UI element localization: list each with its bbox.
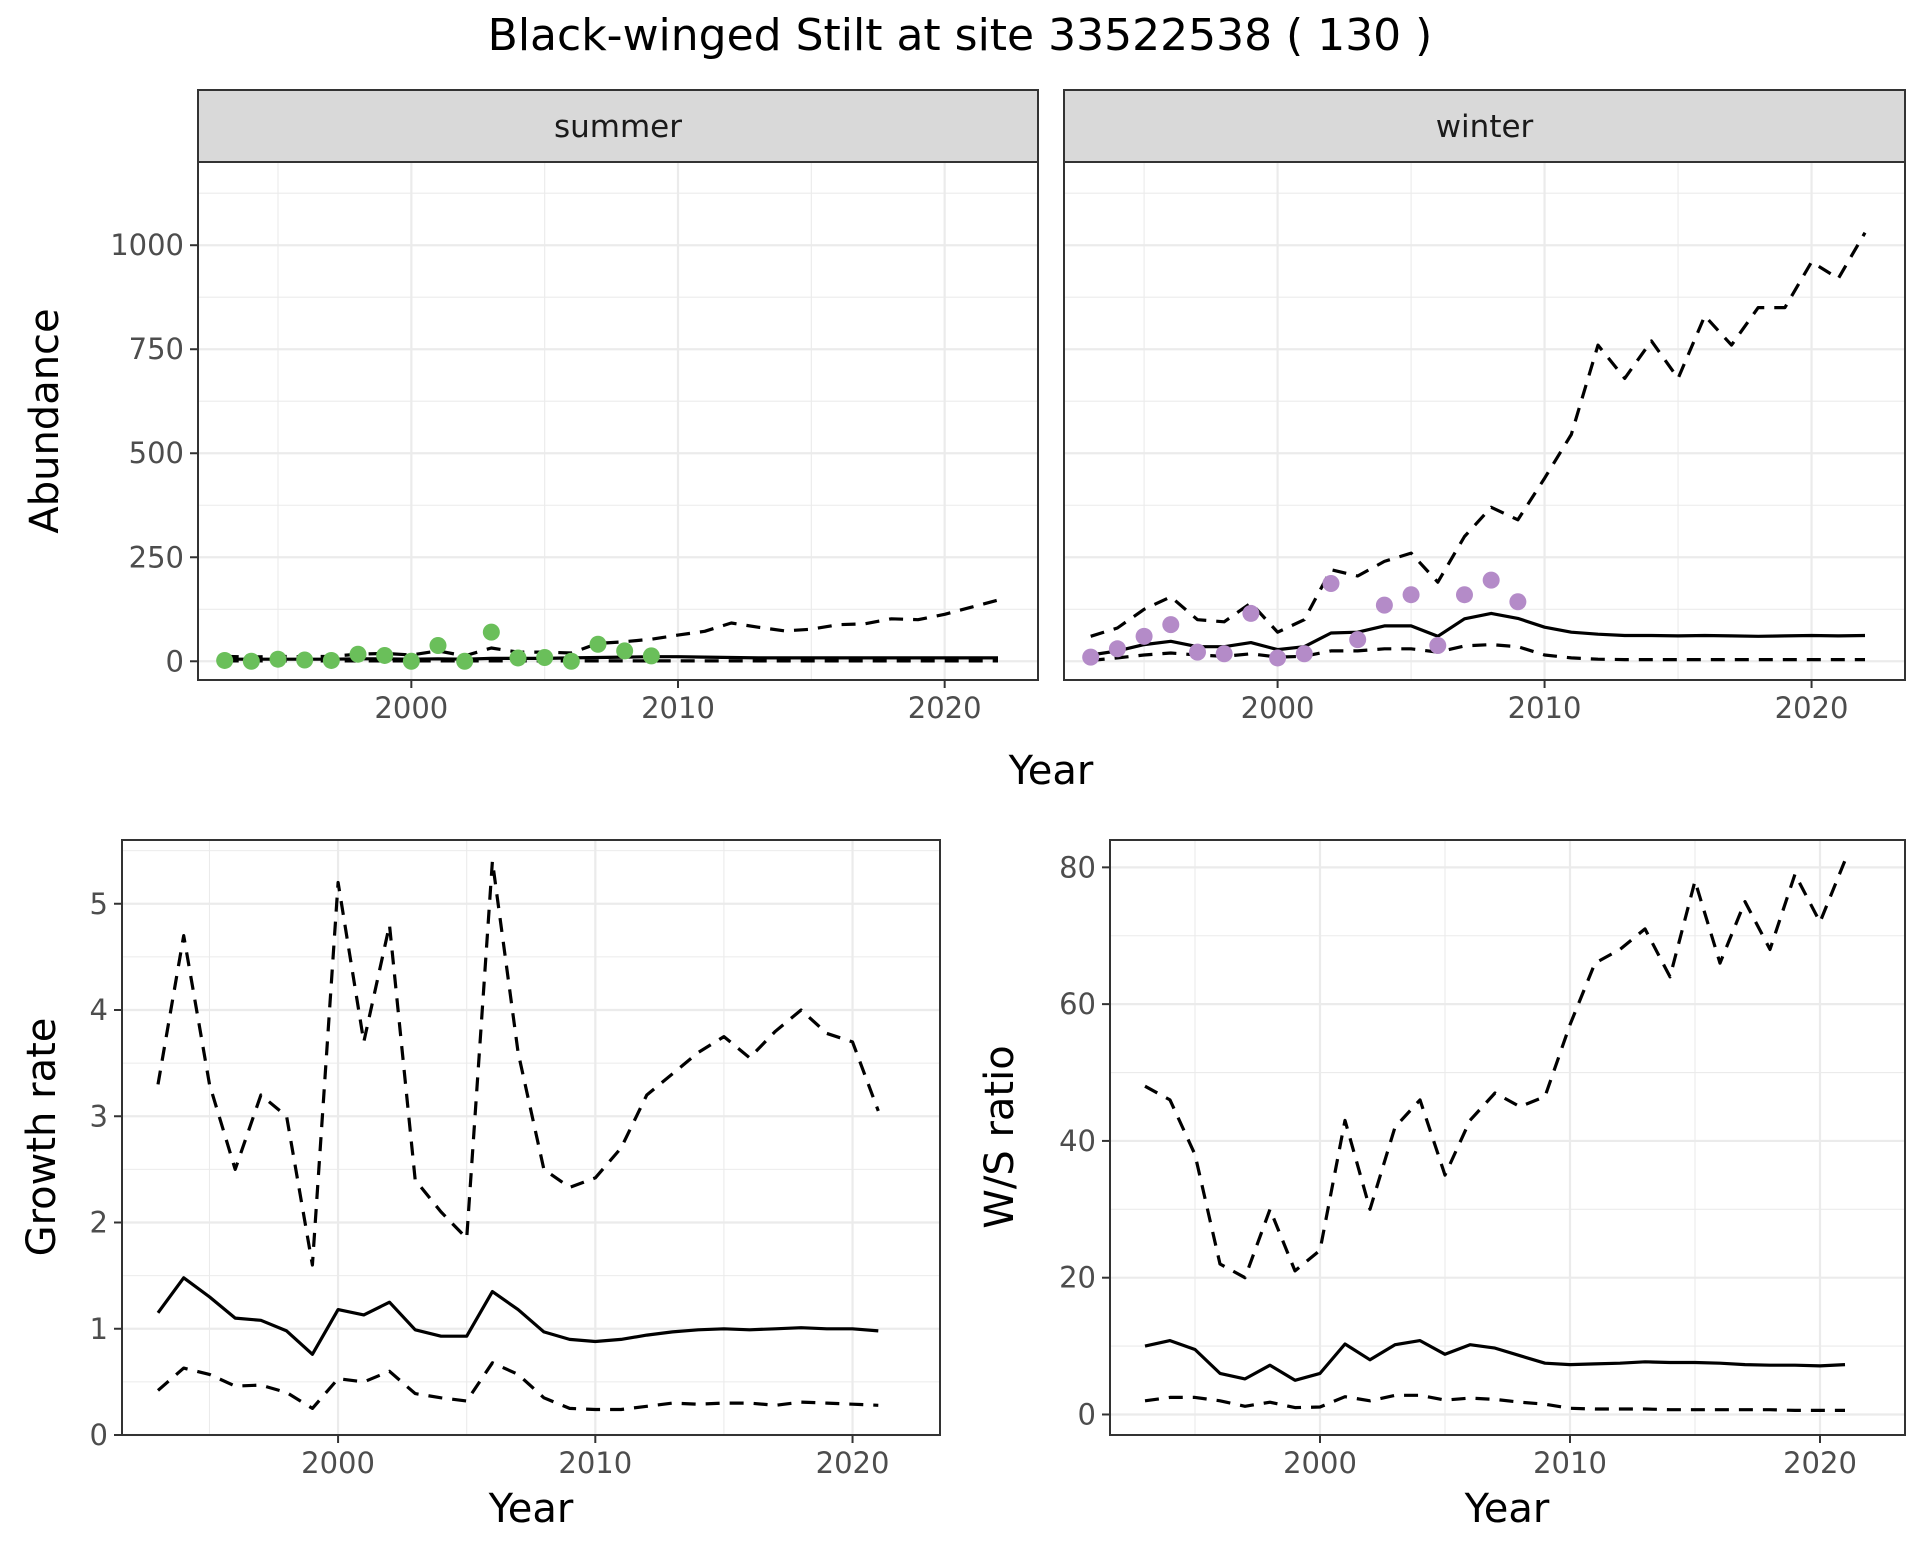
y-axis-title: Growth rate <box>19 1018 65 1257</box>
data-point <box>509 649 527 667</box>
x-tick-label: 2010 <box>1508 691 1582 725</box>
data-point <box>1215 645 1233 663</box>
data-point <box>349 645 367 663</box>
series-line-dashed-2 <box>1144 1393 1845 1413</box>
data-point <box>1108 640 1126 658</box>
x-tick-label: 2010 <box>641 691 715 725</box>
data-point <box>269 650 287 668</box>
data-point <box>1242 604 1260 622</box>
y-tick-label: 5 <box>90 887 108 921</box>
plot-background <box>198 162 1038 680</box>
data-point <box>429 636 447 654</box>
data-point <box>1375 596 1393 614</box>
plot-background <box>1064 162 1905 680</box>
y-tick-label: 2 <box>90 1206 108 1240</box>
panel-abundance-summer: summer 2000 2010 2020 0 250 500 750 1000 Abundanc… <box>22 89 1039 725</box>
x-tick-label: 2020 <box>816 1446 890 1480</box>
series-line-dashed-1 <box>156 859 880 1267</box>
facet-strip-label: summer <box>554 109 682 145</box>
y-tick-label: 0 <box>1078 1397 1096 1431</box>
facet-strip <box>197 89 1039 163</box>
y-tick-label: 250 <box>129 540 184 574</box>
series-line-solid-0 <box>1144 1338 1846 1382</box>
data-point <box>642 647 660 665</box>
data-point <box>616 642 634 660</box>
y-tick-label: 3 <box>90 1099 108 1133</box>
data-point <box>1455 586 1473 604</box>
series-line-solid-0 <box>156 1276 879 1356</box>
x-tick-label: 2010 <box>558 1446 632 1480</box>
y-axis-title: W/S ratio <box>977 1045 1023 1228</box>
y-tick-label: 40 <box>1059 1124 1096 1158</box>
y-tick-label: 60 <box>1059 987 1096 1021</box>
data-point <box>1402 586 1420 604</box>
x-axis-title-shared: Year <box>1008 748 1094 794</box>
series-line-dashed-1 <box>1090 231 1867 638</box>
data-point <box>296 651 314 669</box>
data-point <box>456 652 474 670</box>
y-tick-label: 1000 <box>110 228 184 262</box>
y-tick-label: 20 <box>1059 1261 1096 1295</box>
data-point <box>376 646 394 664</box>
plot-background <box>1110 840 1905 1435</box>
x-tick-label: 2020 <box>1775 691 1849 725</box>
data-point <box>1082 648 1100 666</box>
series-line-dashed-1 <box>1144 859 1847 1280</box>
data-point <box>242 652 260 670</box>
x-axis-title: Year <box>1464 1486 1550 1532</box>
y-tick-label: 80 <box>1059 850 1096 884</box>
y-tick-label: 500 <box>129 436 184 470</box>
data-point <box>589 635 607 653</box>
data-point <box>1482 571 1500 589</box>
data-point <box>402 652 420 670</box>
x-tick-label: 2020 <box>908 691 982 725</box>
panel-border <box>121 839 941 1436</box>
data-point <box>1135 627 1153 645</box>
data-point <box>1509 593 1527 611</box>
y-axis-title: Abundance <box>22 308 68 533</box>
panel-abundance-winter: winter 2000 2010 2020 <box>1063 89 1906 725</box>
x-tick-label: 2000 <box>301 1446 375 1480</box>
data-point <box>1429 636 1447 654</box>
data-point <box>1295 645 1313 663</box>
plot-background <box>122 840 940 1435</box>
chart-title: Black-winged Stilt at site 33522538 ( 13… <box>488 10 1433 61</box>
data-point <box>322 651 340 669</box>
data-point <box>482 623 500 641</box>
panel-ws-ratio: 2000 2010 2020 0 20 40 60 80 W/S ratio Year <box>977 839 1906 1532</box>
y-tick-label: 0 <box>166 644 184 678</box>
y-tick-label: 0 <box>90 1418 108 1452</box>
data-point <box>216 651 234 669</box>
y-tick-label: 750 <box>129 332 184 366</box>
data-point <box>562 652 580 670</box>
x-tick-label: 2010 <box>1533 1446 1607 1480</box>
y-tick-label: 4 <box>90 993 108 1027</box>
data-point <box>1188 643 1206 661</box>
data-point <box>1349 631 1367 649</box>
data-point <box>1269 649 1287 667</box>
x-tick-label: 2000 <box>374 691 448 725</box>
x-tick-label: 2000 <box>1283 1446 1357 1480</box>
data-point <box>1162 616 1180 634</box>
x-tick-label: 2020 <box>1783 1446 1857 1480</box>
data-point <box>536 649 554 667</box>
facet-strip <box>1063 89 1906 163</box>
y-tick-label: 1 <box>90 1312 108 1346</box>
x-axis-title: Year <box>488 1486 574 1532</box>
panel-border <box>1109 839 1906 1436</box>
facet-strip-label: winter <box>1436 109 1534 145</box>
series-line-dashed-2 <box>156 1361 879 1412</box>
data-point <box>1322 574 1340 592</box>
x-tick-label: 2000 <box>1241 691 1315 725</box>
panel-growth-rate: 2000 2010 2020 0 1 2 3 4 5 Growth rate Year <box>19 839 941 1532</box>
